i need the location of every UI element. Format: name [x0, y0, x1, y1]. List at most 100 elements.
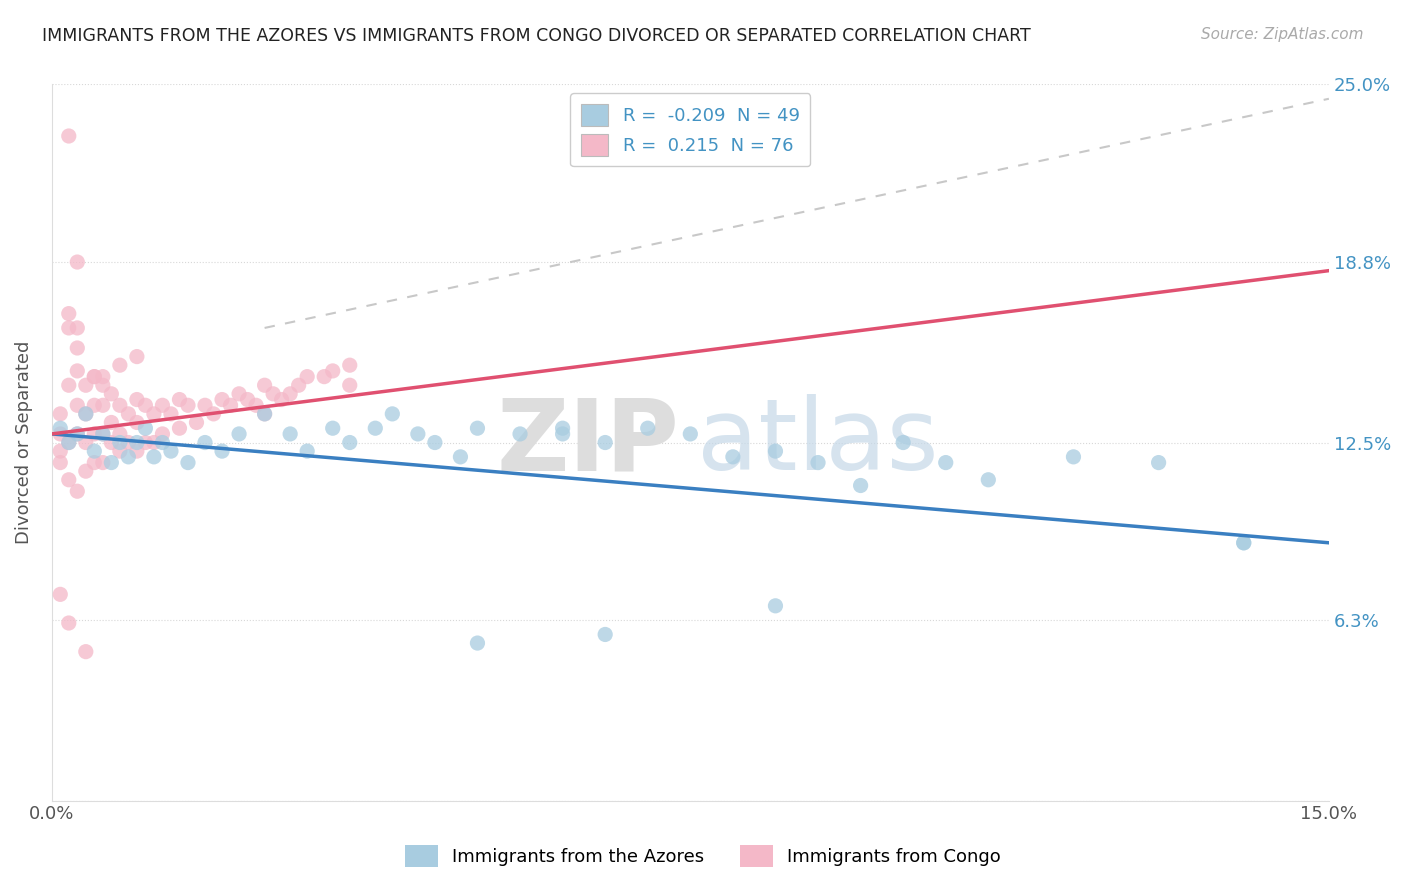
- Point: [134, 435, 156, 450]
- Point: [219, 398, 242, 412]
- Y-axis label: Divorced or Separated: Divorced or Separated: [15, 341, 32, 544]
- Point: [849, 478, 872, 492]
- Point: [49, 587, 72, 601]
- Point: [100, 456, 122, 470]
- Point: [406, 426, 429, 441]
- Point: [287, 378, 309, 392]
- Point: [322, 364, 344, 378]
- Point: [142, 435, 165, 450]
- Point: [66, 364, 89, 378]
- Point: [75, 464, 97, 478]
- Point: [194, 435, 217, 450]
- Point: [58, 128, 80, 143]
- Point: [75, 645, 97, 659]
- Point: [637, 421, 659, 435]
- Point: [108, 358, 131, 372]
- Legend: R =  -0.209  N = 49, R =  0.215  N = 76: R = -0.209 N = 49, R = 0.215 N = 76: [571, 94, 810, 167]
- Point: [339, 358, 361, 372]
- Point: [509, 426, 531, 441]
- Point: [314, 369, 336, 384]
- Point: [467, 636, 489, 650]
- Point: [83, 369, 105, 384]
- Point: [58, 321, 80, 335]
- Point: [467, 421, 489, 435]
- Point: [202, 407, 225, 421]
- Point: [152, 398, 174, 412]
- Point: [593, 435, 616, 450]
- Point: [270, 392, 292, 407]
- Point: [66, 484, 89, 499]
- Point: [117, 435, 139, 450]
- Point: [91, 456, 114, 470]
- Point: [125, 435, 148, 450]
- Point: [108, 444, 131, 458]
- Point: [765, 599, 787, 613]
- Point: [83, 426, 105, 441]
- Point: [91, 369, 114, 384]
- Point: [423, 435, 446, 450]
- Point: [134, 421, 156, 435]
- Point: [125, 350, 148, 364]
- Point: [186, 416, 208, 430]
- Point: [160, 407, 183, 421]
- Point: [381, 407, 404, 421]
- Point: [75, 378, 97, 392]
- Point: [211, 444, 233, 458]
- Point: [83, 369, 105, 384]
- Point: [262, 387, 284, 401]
- Point: [125, 416, 148, 430]
- Point: [765, 444, 787, 458]
- Point: [49, 407, 72, 421]
- Point: [253, 407, 276, 421]
- Point: [177, 456, 200, 470]
- Point: [169, 392, 191, 407]
- Point: [449, 450, 471, 464]
- Point: [245, 398, 267, 412]
- Point: [551, 426, 574, 441]
- Point: [679, 426, 702, 441]
- Point: [83, 444, 105, 458]
- Point: [117, 450, 139, 464]
- Point: [49, 456, 72, 470]
- Point: [58, 435, 80, 450]
- Point: [58, 473, 80, 487]
- Point: [211, 392, 233, 407]
- Point: [721, 450, 744, 464]
- Text: atlas: atlas: [697, 394, 939, 491]
- Point: [152, 435, 174, 450]
- Point: [1233, 536, 1256, 550]
- Point: [177, 398, 200, 412]
- Point: [75, 435, 97, 450]
- Point: [100, 416, 122, 430]
- Point: [117, 407, 139, 421]
- Point: [49, 444, 72, 458]
- Point: [108, 426, 131, 441]
- Point: [142, 450, 165, 464]
- Point: [58, 615, 80, 630]
- Point: [160, 444, 183, 458]
- Point: [977, 473, 1000, 487]
- Point: [142, 407, 165, 421]
- Point: [807, 456, 830, 470]
- Point: [891, 435, 914, 450]
- Point: [91, 378, 114, 392]
- Point: [100, 435, 122, 450]
- Point: [228, 426, 250, 441]
- Point: [339, 378, 361, 392]
- Point: [108, 398, 131, 412]
- Text: ZIP: ZIP: [496, 394, 679, 491]
- Point: [278, 426, 301, 441]
- Point: [364, 421, 387, 435]
- Point: [194, 398, 217, 412]
- Point: [91, 398, 114, 412]
- Point: [551, 421, 574, 435]
- Point: [75, 407, 97, 421]
- Point: [49, 421, 72, 435]
- Point: [253, 407, 276, 421]
- Point: [83, 456, 105, 470]
- Point: [58, 435, 80, 450]
- Point: [66, 321, 89, 335]
- Point: [66, 398, 89, 412]
- Point: [91, 426, 114, 441]
- Point: [295, 369, 318, 384]
